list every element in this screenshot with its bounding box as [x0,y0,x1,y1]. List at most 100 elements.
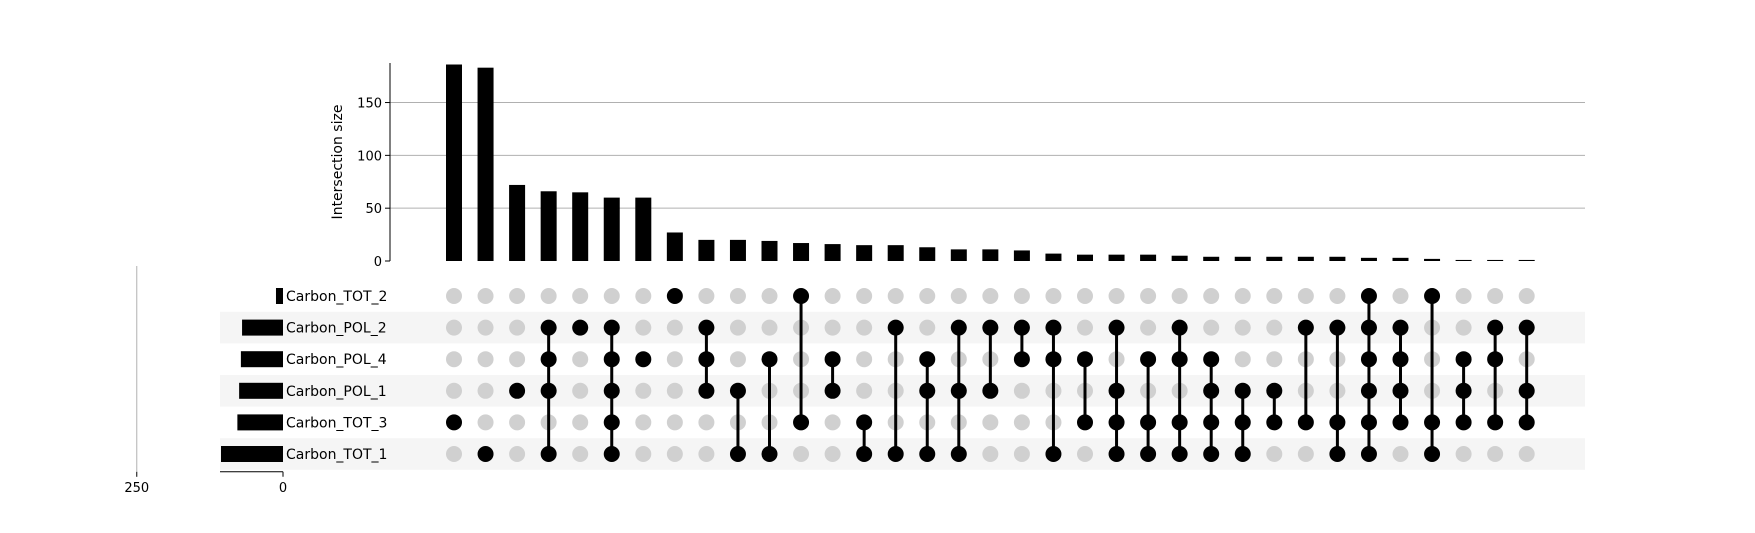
intersection-bars [446,64,1535,261]
matrix-dot-active [1140,446,1157,462]
matrix-dot-inactive [666,382,683,399]
matrix-dot-active [698,382,715,399]
matrix-dot-active [1045,319,1062,336]
matrix-dot-active [729,382,746,399]
matrix-dot-active [1234,382,1251,399]
matrix-dot-active [603,382,620,399]
matrix-dot-active [1108,319,1125,336]
matrix-dot-inactive [446,351,462,368]
matrix-dot-active [729,446,746,462]
intersection-bar [572,192,589,261]
matrix-dot-inactive [729,351,746,368]
matrix-dot-inactive [1077,446,1093,462]
matrix-dot-inactive [856,382,873,399]
matrix-dot-active [540,319,557,336]
matrix-dot-active [824,351,841,368]
matrix-dot-active [1013,351,1030,368]
membership-matrix [446,288,1535,462]
intersection-bar [1487,259,1504,261]
intersection-bar [1140,254,1157,261]
matrix-dot-active [1360,446,1377,462]
set-size-bar [239,382,283,399]
matrix-dot-active [540,351,557,368]
matrix-dot-inactive [824,319,841,336]
matrix-dot-inactive [666,351,683,368]
matrix-dot-inactive [1203,319,1220,336]
matrix-dot-active [446,414,462,431]
matrix-dot-active [603,351,620,368]
matrix-dot-active [540,382,557,399]
set-size-bar [221,446,283,462]
intersection-bar [1424,258,1441,261]
matrix-dot-active [1203,414,1220,431]
matrix-dot-active [572,319,589,336]
matrix-dot-inactive [477,414,494,431]
intersection-bar [1266,256,1283,261]
matrix-dot-inactive [1455,288,1472,304]
matrix-dot-active [887,319,904,336]
matrix-dot-inactive [1297,288,1314,304]
matrix-dot-active [1518,414,1535,431]
matrix-dot-active [509,382,526,399]
matrix-dot-active [1203,382,1220,399]
matrix-dot-inactive [446,288,462,304]
matrix-dot-inactive [824,446,841,462]
matrix-dot-active [1045,446,1062,462]
matrix-dot-active [1487,351,1504,368]
matrix-dot-active [856,414,873,431]
matrix-dot-active [1203,351,1220,368]
matrix-dot-inactive [477,351,494,368]
intersection-bar [635,197,652,261]
set-tick-label: 250 [124,481,149,496]
matrix-dot-inactive [1487,288,1504,304]
matrix-dot-inactive [824,414,841,431]
intersection-bar [1171,255,1188,261]
matrix-dot-active [1455,414,1472,431]
matrix-dot-active [1140,351,1157,368]
matrix-dot-inactive [982,446,999,462]
matrix-dot-active [1360,414,1377,431]
matrix-dot-inactive [477,382,494,399]
intersection-bar [540,191,557,261]
matrix-dot-active [1392,351,1409,368]
intersection-bar [729,239,746,261]
matrix-dot-active [1266,382,1283,399]
matrix-dot-active [603,446,620,462]
matrix-dot-active [1518,319,1535,336]
intersection-bar [919,247,936,261]
intersection-bar [477,67,494,261]
set-size-bars [221,288,283,462]
matrix-dot-inactive [1266,351,1283,368]
matrix-dot-active [1360,288,1377,304]
matrix-dot-active [1487,319,1504,336]
intersection-bar [856,245,873,261]
matrix-dot-inactive [1013,446,1030,462]
matrix-dot-active [1455,351,1472,368]
set-labels: Carbon_TOT_2 Carbon_POL_2 Carbon_POL_4 Carb… [286,289,387,463]
matrix-dot-inactive [856,319,873,336]
matrix-dot-active [919,351,936,368]
matrix-dot-active [1266,414,1283,431]
matrix-dot-active [1424,446,1441,462]
set-label: Carbon_TOT_1 [286,447,387,463]
matrix-dot-inactive [824,288,841,304]
intersection-bar [1077,254,1093,261]
matrix-dot-inactive [1045,288,1062,304]
intersection-bar [950,249,967,261]
matrix-dot-active [1045,351,1062,368]
intersection-bar [1203,256,1220,261]
set-tick-label: 0 [279,481,287,496]
set-size-bar [242,319,283,336]
intersection-bar [509,184,526,261]
matrix-dot-inactive [477,288,494,304]
matrix-dot-inactive [1487,446,1504,462]
matrix-dot-inactive [666,414,683,431]
matrix-dot-active [1329,319,1346,336]
matrix-dot-active [666,288,683,304]
intersection-bar [666,232,683,261]
set-label: Carbon_TOT_3 [286,415,387,431]
matrix-dot-inactive [446,446,462,462]
matrix-dot-inactive [1518,446,1535,462]
matrix-dot-inactive [572,414,589,431]
matrix-dot-inactive [729,319,746,336]
